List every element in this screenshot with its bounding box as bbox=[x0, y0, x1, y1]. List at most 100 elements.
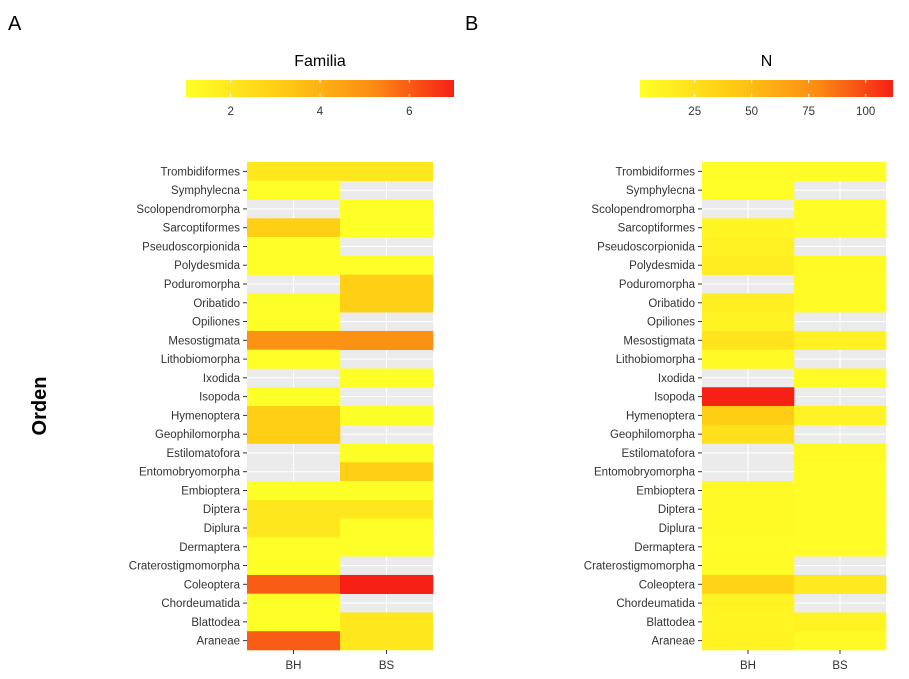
heatmap-panel-A: A Familia 2 4 6 Trombidiformes Symphylecna Scol… bbox=[8, 13, 454, 672]
heatmap-tile bbox=[702, 631, 795, 651]
heatmap-tile bbox=[702, 255, 795, 275]
heatmap-tile bbox=[340, 537, 434, 557]
heatmap-tile bbox=[702, 556, 795, 576]
legend-tick-label: 50 bbox=[745, 106, 758, 118]
y-tick-label: Pseudoscorpionida bbox=[597, 241, 695, 253]
heatmap-tile bbox=[702, 293, 795, 313]
heatmap-tile bbox=[794, 443, 887, 463]
heatmap-tile bbox=[247, 574, 341, 594]
x-tick-label: BS bbox=[832, 660, 848, 672]
y-tick-label: Entomobryomorpha bbox=[139, 467, 241, 479]
panel-label: B bbox=[465, 13, 478, 35]
y-tick-label: Pseudoscorpionida bbox=[142, 241, 240, 253]
heatmap-tile bbox=[794, 274, 887, 294]
y-tick-label: Poduromorpha bbox=[164, 279, 241, 291]
heatmap-tile bbox=[340, 631, 434, 651]
heatmap-tile bbox=[794, 612, 887, 632]
y-tick-label: Coleoptera bbox=[639, 579, 696, 591]
heatmap-tile bbox=[794, 218, 887, 238]
heatmap-tile bbox=[340, 274, 434, 294]
legend-title: Familia bbox=[294, 53, 346, 70]
heatmap-tile bbox=[247, 406, 341, 426]
heatmap-tile bbox=[340, 574, 434, 594]
heatmap-tile bbox=[340, 255, 434, 275]
y-tick-label: Oribatido bbox=[648, 298, 695, 310]
y-tick-label: Isopoda bbox=[199, 392, 241, 404]
y-tick-label: Blattodea bbox=[191, 617, 240, 629]
y-tick-label: Opiliones bbox=[647, 317, 695, 329]
heatmap-tile bbox=[702, 518, 795, 538]
heatmap-tile bbox=[794, 574, 887, 594]
x-tick-label: BS bbox=[379, 660, 395, 672]
heatmap-tile bbox=[794, 518, 887, 538]
heatmap-tile bbox=[340, 330, 434, 350]
y-tick-label: Oribatido bbox=[193, 298, 240, 310]
heatmap-tile bbox=[794, 255, 887, 275]
legend-tick-label: 6 bbox=[406, 106, 412, 118]
heatmap-tile bbox=[247, 349, 341, 369]
y-tick-label: Araneae bbox=[652, 636, 695, 648]
y-tick-label: Entomobryomorpha bbox=[594, 467, 696, 479]
heatmap-tile bbox=[340, 499, 434, 519]
legend-tick-label: 25 bbox=[688, 106, 701, 118]
heatmap-tile bbox=[702, 312, 795, 332]
heatmap-tile bbox=[702, 593, 795, 613]
heatmap-tile bbox=[247, 593, 341, 613]
y-tick-label: Ixodida bbox=[658, 373, 696, 385]
y-tick-label: Hymenoptera bbox=[171, 410, 241, 422]
y-tick-label: Dermaptera bbox=[179, 542, 240, 554]
heatmap-panel-B: B N 25 50 75 100 Trombidiformes Symphylecna Scol… bbox=[465, 13, 893, 672]
y-tick-label: Poduromorpha bbox=[619, 279, 696, 291]
y-tick-label: Symphylecna bbox=[626, 185, 696, 197]
x-tick-label: BH bbox=[740, 660, 756, 672]
heatmap-tile bbox=[794, 631, 887, 651]
heatmap-tile bbox=[794, 481, 887, 501]
y-tick-label: Embioptera bbox=[181, 485, 240, 497]
y-tick-label: Polydesmida bbox=[174, 260, 240, 272]
y-tick-label: Lithobiomorpha bbox=[616, 354, 696, 366]
y-tick-label: Craterostigmomorpha bbox=[129, 561, 241, 573]
heatmap-tile bbox=[794, 162, 887, 182]
heatmap-tile bbox=[247, 255, 341, 275]
heatmap-tile bbox=[340, 406, 434, 426]
heatmap-tile bbox=[702, 218, 795, 238]
heatmap-tile bbox=[340, 293, 434, 313]
y-tick-label: Geophilomorpha bbox=[155, 429, 241, 441]
heatmap-tile bbox=[702, 180, 795, 200]
y-tick-label: Diplura bbox=[659, 523, 696, 535]
heatmap-tile bbox=[247, 631, 341, 651]
heatmap-tile bbox=[702, 387, 795, 407]
heatmap-tile bbox=[794, 537, 887, 557]
y-tick-label: Coleoptera bbox=[184, 579, 241, 591]
legend-tick-label: 75 bbox=[802, 106, 815, 118]
y-tick-label: Estilomatofora bbox=[166, 448, 240, 460]
y-tick-label: Mesostigmata bbox=[623, 335, 695, 347]
heatmap-tile bbox=[794, 199, 887, 219]
heatmap-tile bbox=[702, 481, 795, 501]
y-tick-label: Dermaptera bbox=[634, 542, 695, 554]
y-tick-label: Mesostigmata bbox=[168, 335, 240, 347]
y-tick-label: Craterostigmomorpha bbox=[584, 561, 696, 573]
heatmap-tile bbox=[247, 162, 341, 182]
y-tick-label: Trombidiformes bbox=[616, 166, 696, 178]
y-axis-title: Orden bbox=[29, 377, 51, 436]
heatmap-tile bbox=[247, 180, 341, 200]
y-tick-label: Lithobiomorpha bbox=[161, 354, 241, 366]
heatmap-tile bbox=[340, 162, 434, 182]
heatmap-tile bbox=[702, 406, 795, 426]
y-tick-label: Symphylecna bbox=[171, 185, 241, 197]
heatmap-tile bbox=[702, 237, 795, 257]
heatmap-tile bbox=[794, 462, 887, 482]
heatmap-tile bbox=[247, 518, 341, 538]
y-tick-label: Embioptera bbox=[636, 485, 695, 497]
y-tick-label: Diptera bbox=[658, 504, 696, 516]
heatmap-tile bbox=[247, 499, 341, 519]
heatmap-tile bbox=[247, 293, 341, 313]
heatmap-tile bbox=[247, 537, 341, 557]
heatmap-tile bbox=[340, 443, 434, 463]
heatmap-tile bbox=[794, 293, 887, 313]
y-tick-label: Scolopendromorpha bbox=[136, 204, 240, 216]
y-tick-label: Chordeumatida bbox=[616, 598, 695, 610]
